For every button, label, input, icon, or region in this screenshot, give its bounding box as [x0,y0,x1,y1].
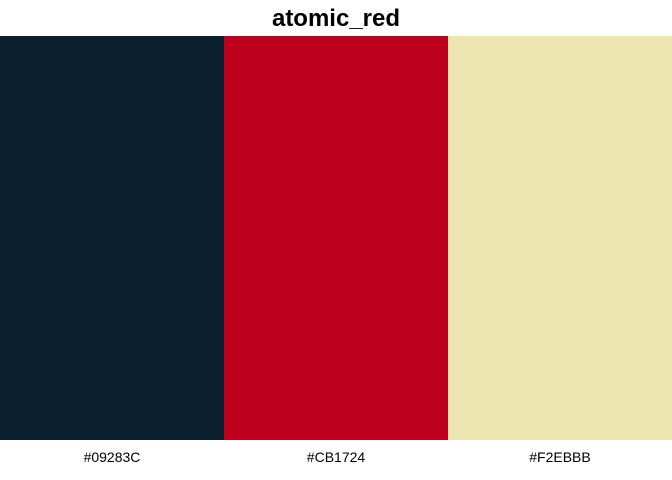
swatch-label: #CB1724 [306,449,366,465]
color-swatch [0,36,224,440]
swatch-label-row: #09283C #CB1724 #F2EBBB [0,446,672,468]
swatch-label: #09283C [83,449,141,465]
swatch-label: #F2EBBB [529,449,591,465]
color-swatch [224,36,448,440]
color-swatch [448,36,672,440]
swatch-row [0,36,672,440]
chart-title: atomic_red [271,5,401,32]
